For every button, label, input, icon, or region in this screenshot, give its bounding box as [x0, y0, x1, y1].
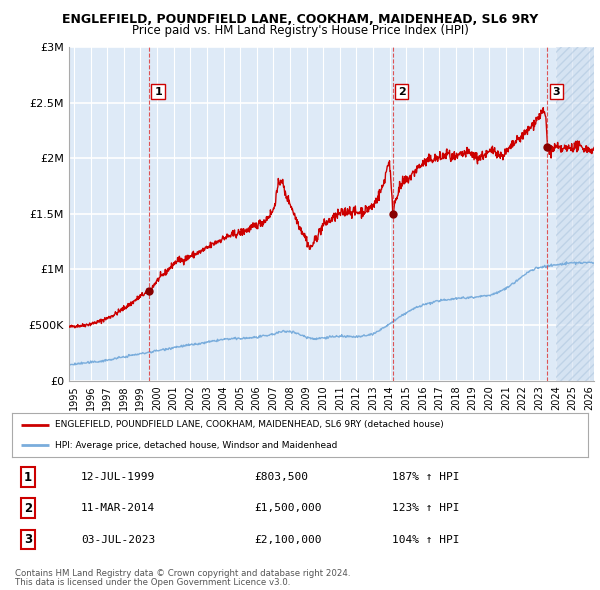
Text: £803,500: £803,500 [254, 472, 308, 482]
Text: ENGLEFIELD, POUNDFIELD LANE, COOKHAM, MAIDENHEAD, SL6 9RY (detached house): ENGLEFIELD, POUNDFIELD LANE, COOKHAM, MA… [55, 421, 444, 430]
Text: HPI: Average price, detached house, Windsor and Maidenhead: HPI: Average price, detached house, Wind… [55, 441, 338, 450]
Text: £2,100,000: £2,100,000 [254, 535, 322, 545]
Bar [556, 47, 594, 381]
Text: 1: 1 [24, 470, 32, 484]
Text: 3: 3 [24, 533, 32, 546]
Text: Contains HM Land Registry data © Crown copyright and database right 2024.: Contains HM Land Registry data © Crown c… [15, 569, 350, 578]
Text: 2: 2 [24, 502, 32, 515]
Text: 03-JUL-2023: 03-JUL-2023 [81, 535, 155, 545]
Text: £1,500,000: £1,500,000 [254, 503, 322, 513]
Text: ENGLEFIELD, POUNDFIELD LANE, COOKHAM, MAIDENHEAD, SL6 9RY: ENGLEFIELD, POUNDFIELD LANE, COOKHAM, MA… [62, 13, 538, 26]
Text: 1: 1 [154, 87, 162, 97]
Text: 187% ↑ HPI: 187% ↑ HPI [392, 472, 460, 482]
Text: This data is licensed under the Open Government Licence v3.0.: This data is licensed under the Open Gov… [15, 578, 290, 587]
Text: 3: 3 [553, 87, 560, 97]
Text: 104% ↑ HPI: 104% ↑ HPI [392, 535, 460, 545]
Text: 123% ↑ HPI: 123% ↑ HPI [392, 503, 460, 513]
Text: 2: 2 [398, 87, 406, 97]
Text: 11-MAR-2014: 11-MAR-2014 [81, 503, 155, 513]
Text: 12-JUL-1999: 12-JUL-1999 [81, 472, 155, 482]
Text: Price paid vs. HM Land Registry's House Price Index (HPI): Price paid vs. HM Land Registry's House … [131, 24, 469, 37]
